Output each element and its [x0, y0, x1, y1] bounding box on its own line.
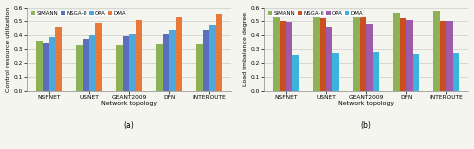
Bar: [406, 20, 413, 91]
Bar: [313, 11, 319, 91]
Bar: [163, 34, 169, 91]
Bar: [440, 21, 447, 91]
Bar: [156, 44, 163, 91]
Bar: [453, 53, 459, 91]
Bar: [136, 20, 142, 91]
Bar: [55, 27, 62, 91]
Bar: [280, 21, 286, 91]
Y-axis label: Load imbalance degree: Load imbalance degree: [243, 12, 247, 86]
Bar: [169, 30, 176, 91]
Bar: [447, 21, 453, 91]
Bar: [82, 39, 89, 91]
Bar: [273, 12, 280, 91]
X-axis label: Network topology: Network topology: [338, 101, 394, 106]
Text: (a): (a): [124, 121, 135, 130]
Bar: [434, 11, 440, 91]
Legend: SIMANN, NSGA-II, OPA, DMA: SIMANN, NSGA-II, OPA, DMA: [267, 10, 365, 17]
Bar: [49, 37, 55, 91]
Bar: [400, 18, 406, 91]
Bar: [210, 25, 216, 91]
Bar: [76, 45, 82, 91]
Bar: [116, 45, 123, 91]
Bar: [366, 24, 373, 91]
Bar: [319, 18, 326, 91]
Bar: [286, 22, 292, 91]
Bar: [197, 44, 203, 91]
Bar: [89, 35, 95, 91]
Bar: [326, 27, 332, 91]
Bar: [43, 43, 49, 91]
Bar: [292, 55, 299, 91]
Bar: [332, 53, 339, 91]
Text: (b): (b): [361, 121, 372, 130]
Bar: [393, 13, 400, 91]
X-axis label: Network topology: Network topology: [101, 101, 157, 106]
Bar: [353, 14, 360, 91]
Legend: SIMANN, NSGA-II, OPA, DMA: SIMANN, NSGA-II, OPA, DMA: [30, 10, 128, 17]
Bar: [176, 17, 182, 91]
Bar: [203, 30, 210, 91]
Bar: [95, 22, 102, 91]
Bar: [123, 36, 129, 91]
Bar: [216, 14, 222, 91]
Y-axis label: Control resource utilization: Control resource utilization: [6, 7, 10, 92]
Bar: [373, 52, 379, 91]
Bar: [36, 41, 43, 91]
Bar: [360, 17, 366, 91]
Bar: [129, 34, 136, 91]
Bar: [413, 54, 419, 91]
